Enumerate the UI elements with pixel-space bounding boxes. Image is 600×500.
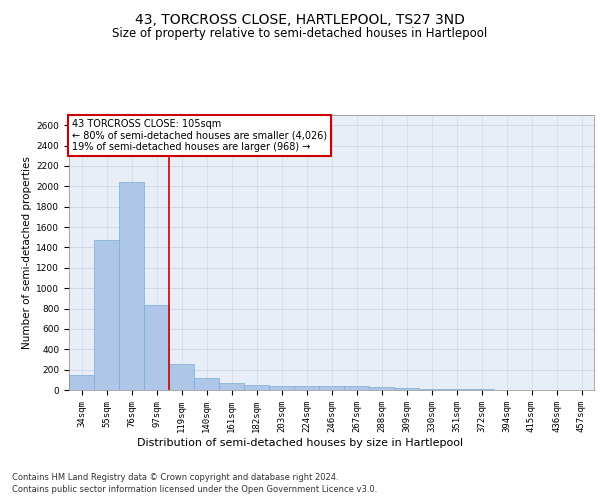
Y-axis label: Number of semi-detached properties: Number of semi-detached properties [22,156,32,349]
Bar [144,305,169,390]
Bar [319,386,344,390]
Bar [369,387,394,390]
Bar [294,386,319,390]
Bar [194,378,219,390]
Text: Size of property relative to semi-detached houses in Hartlepool: Size of property relative to semi-detach… [112,28,488,40]
Bar [444,389,469,390]
Bar [394,388,419,390]
Bar [419,389,444,390]
Bar [244,386,269,390]
Text: 43, TORCROSS CLOSE, HARTLEPOOL, TS27 3ND: 43, TORCROSS CLOSE, HARTLEPOOL, TS27 3ND [135,12,465,26]
Bar [219,384,244,390]
Bar [269,386,294,390]
Text: 43 TORCROSS CLOSE: 105sqm
← 80% of semi-detached houses are smaller (4,026)
19% : 43 TORCROSS CLOSE: 105sqm ← 80% of semi-… [71,119,327,152]
Text: Contains public sector information licensed under the Open Government Licence v3: Contains public sector information licen… [12,485,377,494]
Bar [69,374,94,390]
Bar [169,364,194,390]
Bar [119,182,144,390]
Text: Distribution of semi-detached houses by size in Hartlepool: Distribution of semi-detached houses by … [137,438,463,448]
Bar [344,386,369,390]
Text: Contains HM Land Registry data © Crown copyright and database right 2024.: Contains HM Land Registry data © Crown c… [12,472,338,482]
Bar [94,240,119,390]
